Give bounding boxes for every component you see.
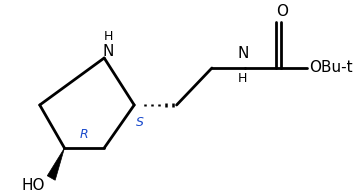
Text: R: R [79,128,88,141]
Polygon shape [47,148,65,180]
Text: O: O [276,4,288,20]
Text: H: H [104,29,113,43]
Text: HO: HO [22,177,45,192]
Text: N: N [237,46,249,61]
Text: H: H [238,72,247,84]
Text: S: S [136,116,143,129]
Text: OBu-t: OBu-t [309,60,353,75]
Text: N: N [103,44,114,59]
